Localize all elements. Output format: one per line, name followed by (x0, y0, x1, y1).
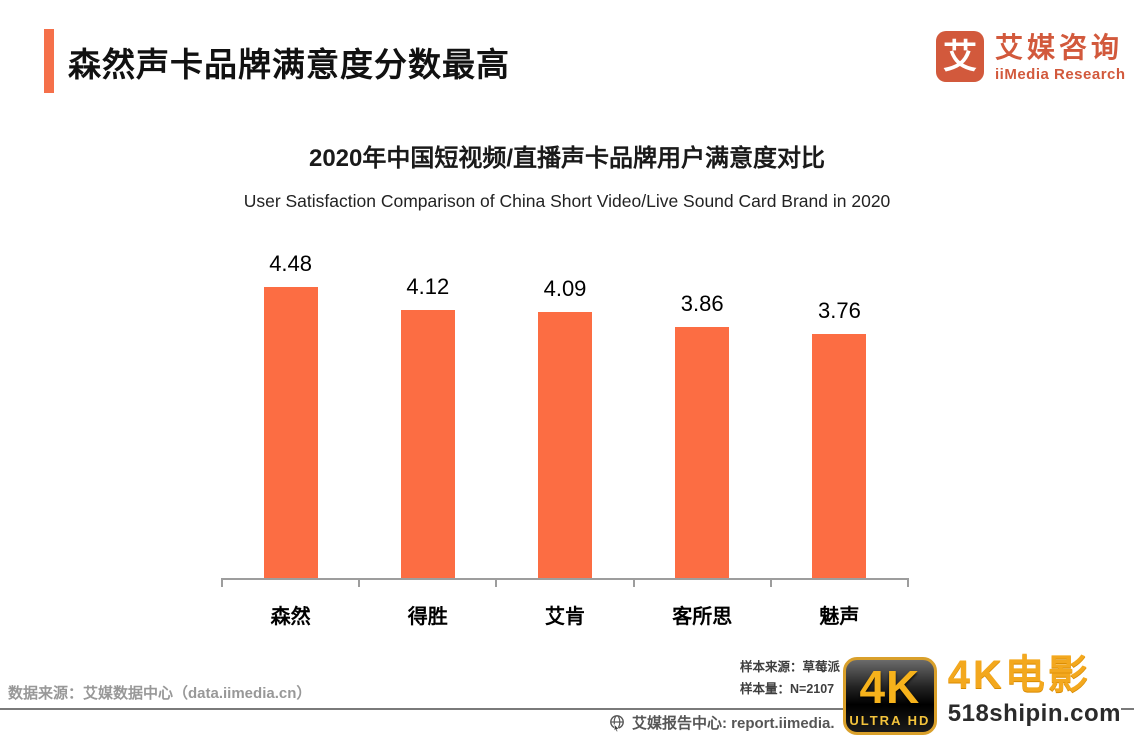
watermark-text: 4K电影 518shipin.com (948, 650, 1121, 728)
title-accent-bar (44, 29, 54, 93)
bar (812, 334, 867, 578)
x-axis-tick (358, 578, 361, 587)
iimedia-logo-icon: 艾 (936, 31, 984, 82)
footer-divider (0, 708, 1134, 710)
logo-glyph: 艾 (943, 37, 977, 76)
x-axis-tick (495, 578, 498, 587)
x-axis-label: 得胜 (407, 606, 448, 628)
x-axis-tick (221, 578, 223, 587)
watermark-title: 4K电影 (947, 653, 1091, 697)
data-source-note: 数据来源：艾媒数据中心（data.iimedia.cn） (8, 685, 312, 702)
x-axis-tick (769, 578, 772, 587)
badge-4k-text: 4K (859, 660, 921, 713)
badge-ultra-hd-text: ULTRA HD (849, 713, 931, 728)
watermark: 4K ULTRA HD 4K电影 518shipin.com (843, 650, 1121, 737)
bar-slot: 3.86 (634, 250, 771, 578)
x-axis-label: 森然 (270, 606, 311, 628)
x-axis-line (221, 578, 909, 587)
logo-text: 艾媒咨询 iiMedia Research (995, 31, 1126, 83)
x-axis-label: 艾肯 (545, 606, 585, 628)
bar-value-label: 4.12 (406, 274, 450, 299)
sample-source-note: 样本来源：草莓派 (740, 660, 841, 674)
bar (400, 310, 455, 578)
report-center-note: 艾媒报告中心: report.iimedia. (608, 712, 835, 733)
watermark-site: 518shipin.com (947, 700, 1121, 727)
x-axis-label: 客所思 (672, 606, 733, 628)
logo-brand-en: iiMedia Research (995, 65, 1126, 83)
iimedia-logo: 艾 艾媒咨询 iiMedia Research (936, 31, 1126, 83)
bar-slot: 3.76 (771, 250, 908, 578)
x-axis-tick (907, 578, 909, 587)
bar-slot: 4.12 (359, 250, 496, 578)
bar-slot: 4.09 (496, 250, 633, 578)
bars-row: 4.48 4.12 4.09 3.86 3.76 (222, 250, 908, 578)
bar-value-label: 4.09 (543, 276, 587, 301)
sample-notes: 样本来源：草莓派 样本量：N=2107 (740, 656, 840, 700)
x-axis-tick (632, 578, 635, 587)
chart-title: 2020年中国短视频/直播声卡品牌用户满意度对比 (308, 145, 826, 172)
bar (263, 287, 318, 578)
bar (538, 312, 592, 578)
bar-slot: 4.48 (222, 250, 359, 578)
sample-size-note: 样本量：N=2107 (740, 682, 835, 696)
x-axis-label: 魅声 (819, 606, 860, 628)
report-center-text: 艾媒报告中心: report.iimedia. (632, 715, 835, 732)
logo-brand-cn: 艾媒咨询 (995, 32, 1124, 63)
bar-value-label: 3.86 (680, 291, 724, 316)
page-title: 森然声卡品牌满意度分数最高 (68, 46, 510, 83)
x-axis-labels: 森然 得胜 艾肯 客所思 魅声 (222, 600, 908, 629)
bar-chart: 4.48 4.12 4.09 3.86 3.76 (221, 250, 909, 587)
bar (675, 327, 730, 578)
globe-cursor-icon (610, 714, 624, 732)
4k-ultra-hd-badge-icon: 4K ULTRA HD (843, 657, 937, 735)
chart-subtitle: User Satisfaction Comparison of China Sh… (243, 191, 891, 211)
bar-value-label: 4.48 (269, 251, 313, 276)
bar-value-label: 3.76 (818, 298, 861, 323)
